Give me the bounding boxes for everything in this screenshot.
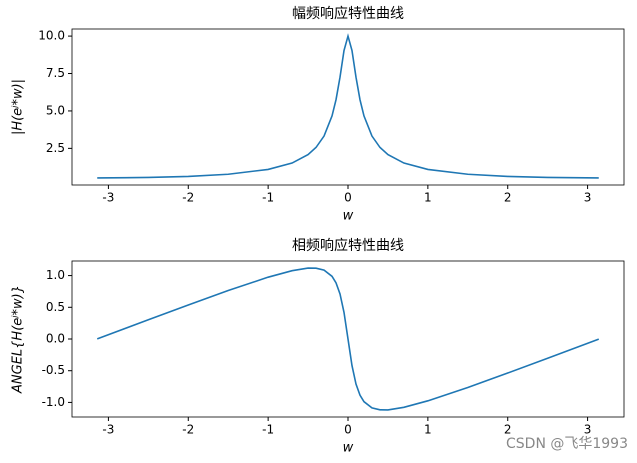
x-tick-label: 2 xyxy=(504,191,512,205)
y-tick-label: 0.0 xyxy=(46,332,65,346)
y-tick-label: -0.5 xyxy=(42,363,65,377)
y-tick-label: -1.0 xyxy=(42,395,65,409)
y-tick-label: 10.0 xyxy=(38,29,65,43)
x-tick-label: -3 xyxy=(102,191,114,205)
x-tick-label: 0 xyxy=(344,423,352,437)
line xyxy=(97,33,599,179)
axes-frame xyxy=(71,28,625,186)
y-tick-label: 2.5 xyxy=(46,141,65,155)
x-tick-label: -2 xyxy=(182,423,194,437)
x-tick-label: 2 xyxy=(504,423,512,437)
x-tick-label: 1 xyxy=(424,423,432,437)
axes-frame xyxy=(71,260,625,418)
x-tick-label: -2 xyxy=(182,191,194,205)
watermark: CSDN @飞华1993 xyxy=(506,436,628,452)
y-tick-label: 1.0 xyxy=(46,268,65,282)
line xyxy=(96,267,600,411)
chart-title: 相频响应特性曲线 xyxy=(292,237,404,254)
x-axis-label: w xyxy=(343,441,354,456)
y-axis-label: ANGEL{H(eʲ*w)} xyxy=(11,285,26,394)
x-tick-label: -3 xyxy=(102,423,114,437)
x-tick-label: -1 xyxy=(262,423,274,437)
y-tick-label: 0.5 xyxy=(46,300,65,314)
x-axis-label: w xyxy=(343,209,354,224)
y-tick-label: 5.0 xyxy=(46,103,65,117)
y-axis-label: |H(eʲ*w)| xyxy=(11,79,26,135)
y-tick-label: 7.5 xyxy=(46,66,65,80)
x-tick-label: 1 xyxy=(424,191,432,205)
x-tick-label: 3 xyxy=(584,423,592,437)
chart-title: 幅频响应特性曲线 xyxy=(292,5,404,22)
x-tick-label: 0 xyxy=(344,191,352,205)
x-tick-label: -1 xyxy=(262,191,274,205)
x-tick-label: 3 xyxy=(584,191,592,205)
